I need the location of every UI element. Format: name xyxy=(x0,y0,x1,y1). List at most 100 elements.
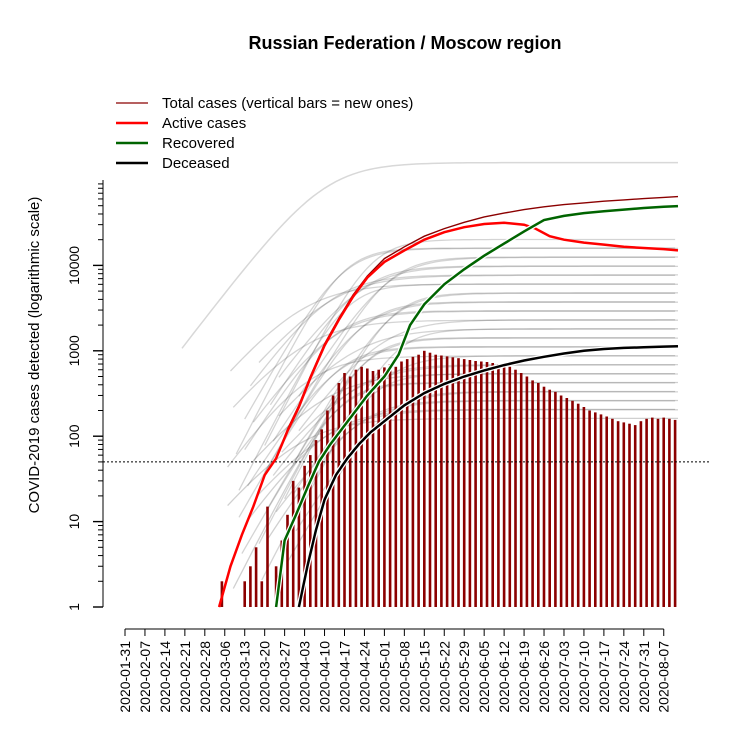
background-line xyxy=(264,301,676,473)
new-cases-bar xyxy=(548,389,551,607)
background-line xyxy=(238,283,678,491)
new-cases-bar xyxy=(571,400,574,607)
x-tick-label: 2020-05-01 xyxy=(376,641,392,713)
new-cases-bar xyxy=(457,358,460,607)
x-tick-label: 2020-05-15 xyxy=(416,641,432,713)
new-cases-bar xyxy=(616,421,620,607)
background-line xyxy=(264,238,676,446)
new-cases-bar xyxy=(260,581,264,607)
x-tick-label: 2020-03-20 xyxy=(257,641,273,713)
y-tick-label: 10 xyxy=(66,514,82,530)
background-line xyxy=(272,301,678,442)
x-tick-label: 2020-05-29 xyxy=(456,641,472,713)
x-tick-label: 2020-03-27 xyxy=(277,641,293,713)
series-line-2 xyxy=(217,221,679,608)
new-cases-bar xyxy=(594,412,597,607)
x-tick-label: 2020-04-24 xyxy=(356,641,372,713)
background-line xyxy=(255,409,678,498)
legend-label: Recovered xyxy=(162,135,235,152)
new-cases-bar xyxy=(366,368,369,607)
background-line xyxy=(227,355,678,468)
x-tick-label: 2020-05-22 xyxy=(436,641,452,713)
new-cases-bar xyxy=(537,383,540,607)
series-lines xyxy=(217,195,679,608)
new-cases-bar xyxy=(639,421,643,607)
new-cases-bar xyxy=(309,455,312,607)
x-tick-label: 2020-04-17 xyxy=(337,641,353,713)
chart-title: Russian Federation / Moscow region xyxy=(248,33,561,53)
background-line xyxy=(249,274,678,387)
new-cases-bar xyxy=(411,356,415,607)
background-line xyxy=(278,265,678,378)
new-cases-bar xyxy=(542,386,546,607)
background-line xyxy=(232,319,678,408)
new-cases-bar xyxy=(611,418,614,607)
new-cases-bar xyxy=(451,357,455,607)
y-tick-label: 100 xyxy=(66,424,82,448)
new-cases-bar xyxy=(274,566,278,607)
background-line xyxy=(244,310,678,450)
new-cases-bar xyxy=(331,395,335,607)
new-cases-bar xyxy=(337,383,341,607)
new-cases-bar xyxy=(343,373,346,607)
new-cases-bar xyxy=(582,407,586,607)
new-cases-bar xyxy=(388,364,392,607)
new-cases-bar xyxy=(497,364,500,607)
background-line xyxy=(281,364,676,453)
new-cases-bars xyxy=(220,350,677,607)
new-cases-bar xyxy=(633,425,637,607)
new-cases-bar xyxy=(286,514,289,607)
new-cases-bar xyxy=(417,354,420,607)
x-tick-label: 2020-05-08 xyxy=(396,641,412,713)
new-cases-bar xyxy=(645,418,648,607)
x-tick-label: 2020-02-07 xyxy=(137,641,153,713)
x-tick-label: 2020-06-19 xyxy=(516,641,532,713)
new-cases-bar xyxy=(525,376,529,607)
new-cases-bar xyxy=(434,354,437,607)
new-cases-bar xyxy=(303,465,306,607)
x-tick-label: 2020-06-05 xyxy=(476,641,492,713)
new-cases-bar xyxy=(445,356,449,607)
background-line xyxy=(247,408,676,521)
new-cases-bar xyxy=(462,359,466,607)
new-cases-bar xyxy=(400,361,403,607)
legend: Total cases (vertical bars = new ones) Ac… xyxy=(116,95,413,172)
legend-label: Total cases (vertical bars = new ones) xyxy=(162,95,413,112)
new-cases-bar xyxy=(656,418,660,607)
new-cases-bar xyxy=(383,367,386,607)
new-cases-bar xyxy=(423,350,426,607)
x-tick-label: 2020-01-31 xyxy=(117,641,133,713)
new-cases-bar xyxy=(491,363,494,607)
x-tick-label: 2020-04-03 xyxy=(297,641,313,713)
x-tick-label: 2020-04-10 xyxy=(317,641,333,713)
background-line xyxy=(278,328,678,417)
legend-label: Active cases xyxy=(162,115,246,132)
new-cases-bar xyxy=(371,371,375,607)
new-cases-bar xyxy=(394,366,398,607)
new-cases-bar xyxy=(662,417,665,607)
x-tick-label: 2020-07-24 xyxy=(616,641,632,713)
new-cases-bar xyxy=(622,422,626,607)
new-cases-bar xyxy=(502,365,506,607)
x-tick-label: 2020-07-17 xyxy=(596,641,612,713)
new-cases-bar xyxy=(243,581,246,607)
new-cases-bar xyxy=(559,395,563,607)
new-cases-bar xyxy=(468,360,472,607)
new-cases-bar xyxy=(651,417,654,607)
new-cases-bar xyxy=(673,419,677,607)
new-cases-bar xyxy=(348,376,352,607)
x-tick-label: 2020-07-31 xyxy=(636,641,652,713)
new-cases-bar xyxy=(291,480,295,607)
new-cases-bar xyxy=(474,361,477,607)
new-cases-bar xyxy=(485,362,489,607)
y-axis: 1 10 100 1000 10000 xyxy=(66,180,104,611)
new-cases-bar xyxy=(605,416,608,607)
y-tick-label: 1 xyxy=(66,603,82,611)
new-cases-bar xyxy=(519,373,523,607)
new-cases-bar xyxy=(326,410,329,607)
new-cases-bar xyxy=(354,369,358,607)
background-line xyxy=(230,283,676,372)
new-cases-bar xyxy=(266,506,269,607)
new-cases-bar xyxy=(531,380,534,607)
x-tick-label: 2020-02-21 xyxy=(177,641,193,713)
